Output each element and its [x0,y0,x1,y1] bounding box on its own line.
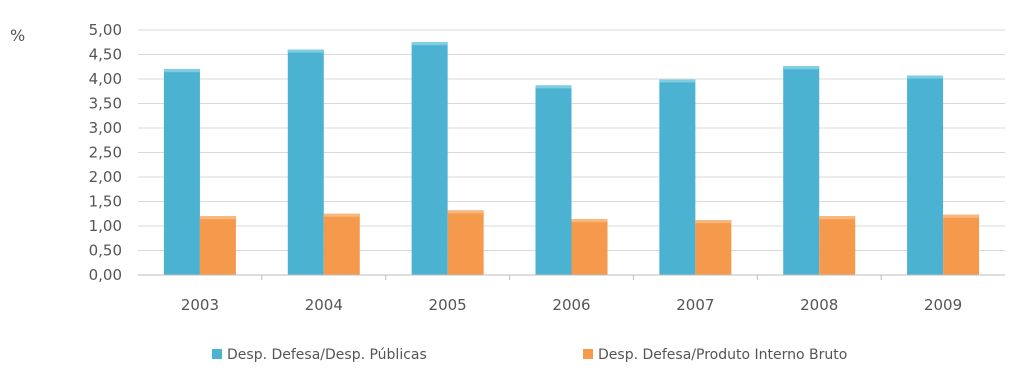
legend-label-series-1: Desp. Defesa/Desp. Públicas [227,347,427,363]
bar-highlight [659,79,696,83]
bar-series-1-2008 [783,66,820,275]
bar-series-1-2009 [907,75,944,275]
legend: Desp. Defesa/Desp. Públicas Desp. Defesa… [212,347,847,363]
y-tick-label: 3,00 [89,119,122,137]
bar-highlight [571,219,608,223]
y-tick-label: 0,50 [89,242,122,260]
x-tick-label: 2006 [552,296,590,314]
bar-series-2-2009 [943,214,980,275]
y-axis-ticks: 0,00 0,50 1,00 1,50 2,00 2,50 3,00 3,50 4,00 4,50… [89,21,122,284]
bar-series-1-2004 [287,49,324,275]
legend-label-series-2: Desp. Defesa/Produto Interno Bruto [598,347,847,363]
bar-highlight [411,42,448,46]
x-tick-label: 2009 [924,296,962,314]
bar-series-2-2006 [571,219,608,275]
bar-series-2-2004 [323,213,360,275]
bar-highlight [199,216,236,220]
x-tick-label: 2007 [676,296,714,314]
bar-series-2-2005 [447,210,484,275]
bar-highlight [695,220,732,224]
y-tick-label: 2,00 [89,168,122,186]
bar-series-2-2007 [695,220,732,275]
bar-highlight [943,214,980,218]
y-tick-label: 4,00 [89,70,122,88]
y-tick-label: 1,00 [89,217,122,235]
y-tick-label: 2,50 [89,144,122,162]
y-tick-label: 3,50 [89,95,122,113]
bar-highlight [163,69,200,73]
bar-series-2-2003 [199,216,236,275]
bar-highlight [323,213,360,217]
y-tick-label: 4,50 [89,46,122,64]
bar-series-1-2005 [411,42,448,275]
y-unit-label: % [10,26,25,45]
y-tick-label: 5,00 [89,21,122,39]
bar-highlight [907,75,944,79]
y-tick-label: 1,50 [89,193,122,211]
x-tick-label: 2004 [305,296,343,314]
y-tick-label: 0,00 [89,266,122,284]
x-tick-label: 2003 [181,296,219,314]
bar-highlight [819,216,856,220]
bar-series-2-2008 [819,216,856,275]
bar-highlight [447,210,484,214]
x-tick-label: 2008 [800,296,838,314]
legend-swatch-series-2 [583,349,593,359]
bar-series-1-2007 [659,79,696,276]
bar-highlight [287,49,324,53]
bar-series-1-2003 [163,69,200,275]
bar-highlight [535,85,572,89]
x-axis-ticks: 2003 2004 2005 2006 2007 2008 2009 [181,275,962,314]
legend-swatch-series-1 [212,349,222,359]
bars [163,42,980,276]
bar-series-1-2006 [535,85,572,276]
bar-highlight [783,66,820,70]
x-tick-label: 2005 [429,296,467,314]
